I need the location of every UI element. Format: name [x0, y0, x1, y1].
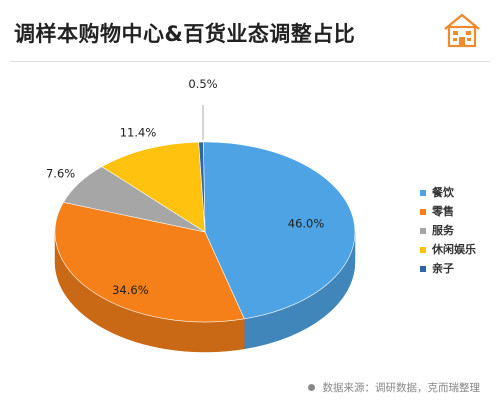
- bullet-dot-icon: [307, 384, 315, 391]
- data-label-1: 34.6%: [112, 283, 149, 297]
- data-label-3: 11.4%: [120, 126, 157, 140]
- legend-item-3: 休闲娱乐: [420, 240, 476, 259]
- legend-label-1: 零售: [432, 205, 454, 218]
- legend-item-2: 服务: [420, 221, 476, 240]
- pie-slice-1: [54, 202, 245, 323]
- legend-swatch-3: [420, 246, 426, 253]
- legend-item-0: 餐饮: [420, 183, 476, 202]
- pie-slice-3: [101, 141, 206, 233]
- legend-label-3: 休闲娱乐: [432, 243, 476, 256]
- building-icon: [444, 13, 480, 48]
- legend-label-2: 服务: [432, 224, 454, 237]
- legend-swatch-0: [420, 189, 426, 196]
- page-title: 调样本购物中心&百货业态调整占比: [14, 22, 356, 46]
- pie-chart: 46.0% 34.6% 7.6% 11.4% 0.5%: [46, 77, 356, 353]
- legend-label-4: 亲子: [432, 262, 454, 275]
- legend-swatch-1: [420, 208, 426, 215]
- legend-swatch-4: [420, 265, 426, 272]
- chart-legend: 餐饮零售服务休闲娱乐亲子: [420, 183, 476, 278]
- data-label-2: 7.6%: [46, 166, 75, 180]
- legend-item-4: 亲子: [420, 259, 476, 278]
- source-note: 数据来源：调研数据，克而瑞整理: [307, 380, 481, 395]
- title-divider: [10, 61, 490, 62]
- pie-slice-4: [198, 141, 206, 233]
- legend-label-0: 餐饮: [432, 186, 454, 199]
- pie-slice-0: [203, 141, 356, 320]
- data-label-4: 0.5%: [188, 77, 217, 91]
- data-label-0: 46.0%: [288, 217, 325, 231]
- legend-swatch-2: [420, 227, 426, 234]
- legend-item-1: 零售: [420, 202, 476, 221]
- source-text: 数据来源：调研数据，克而瑞整理: [322, 382, 481, 394]
